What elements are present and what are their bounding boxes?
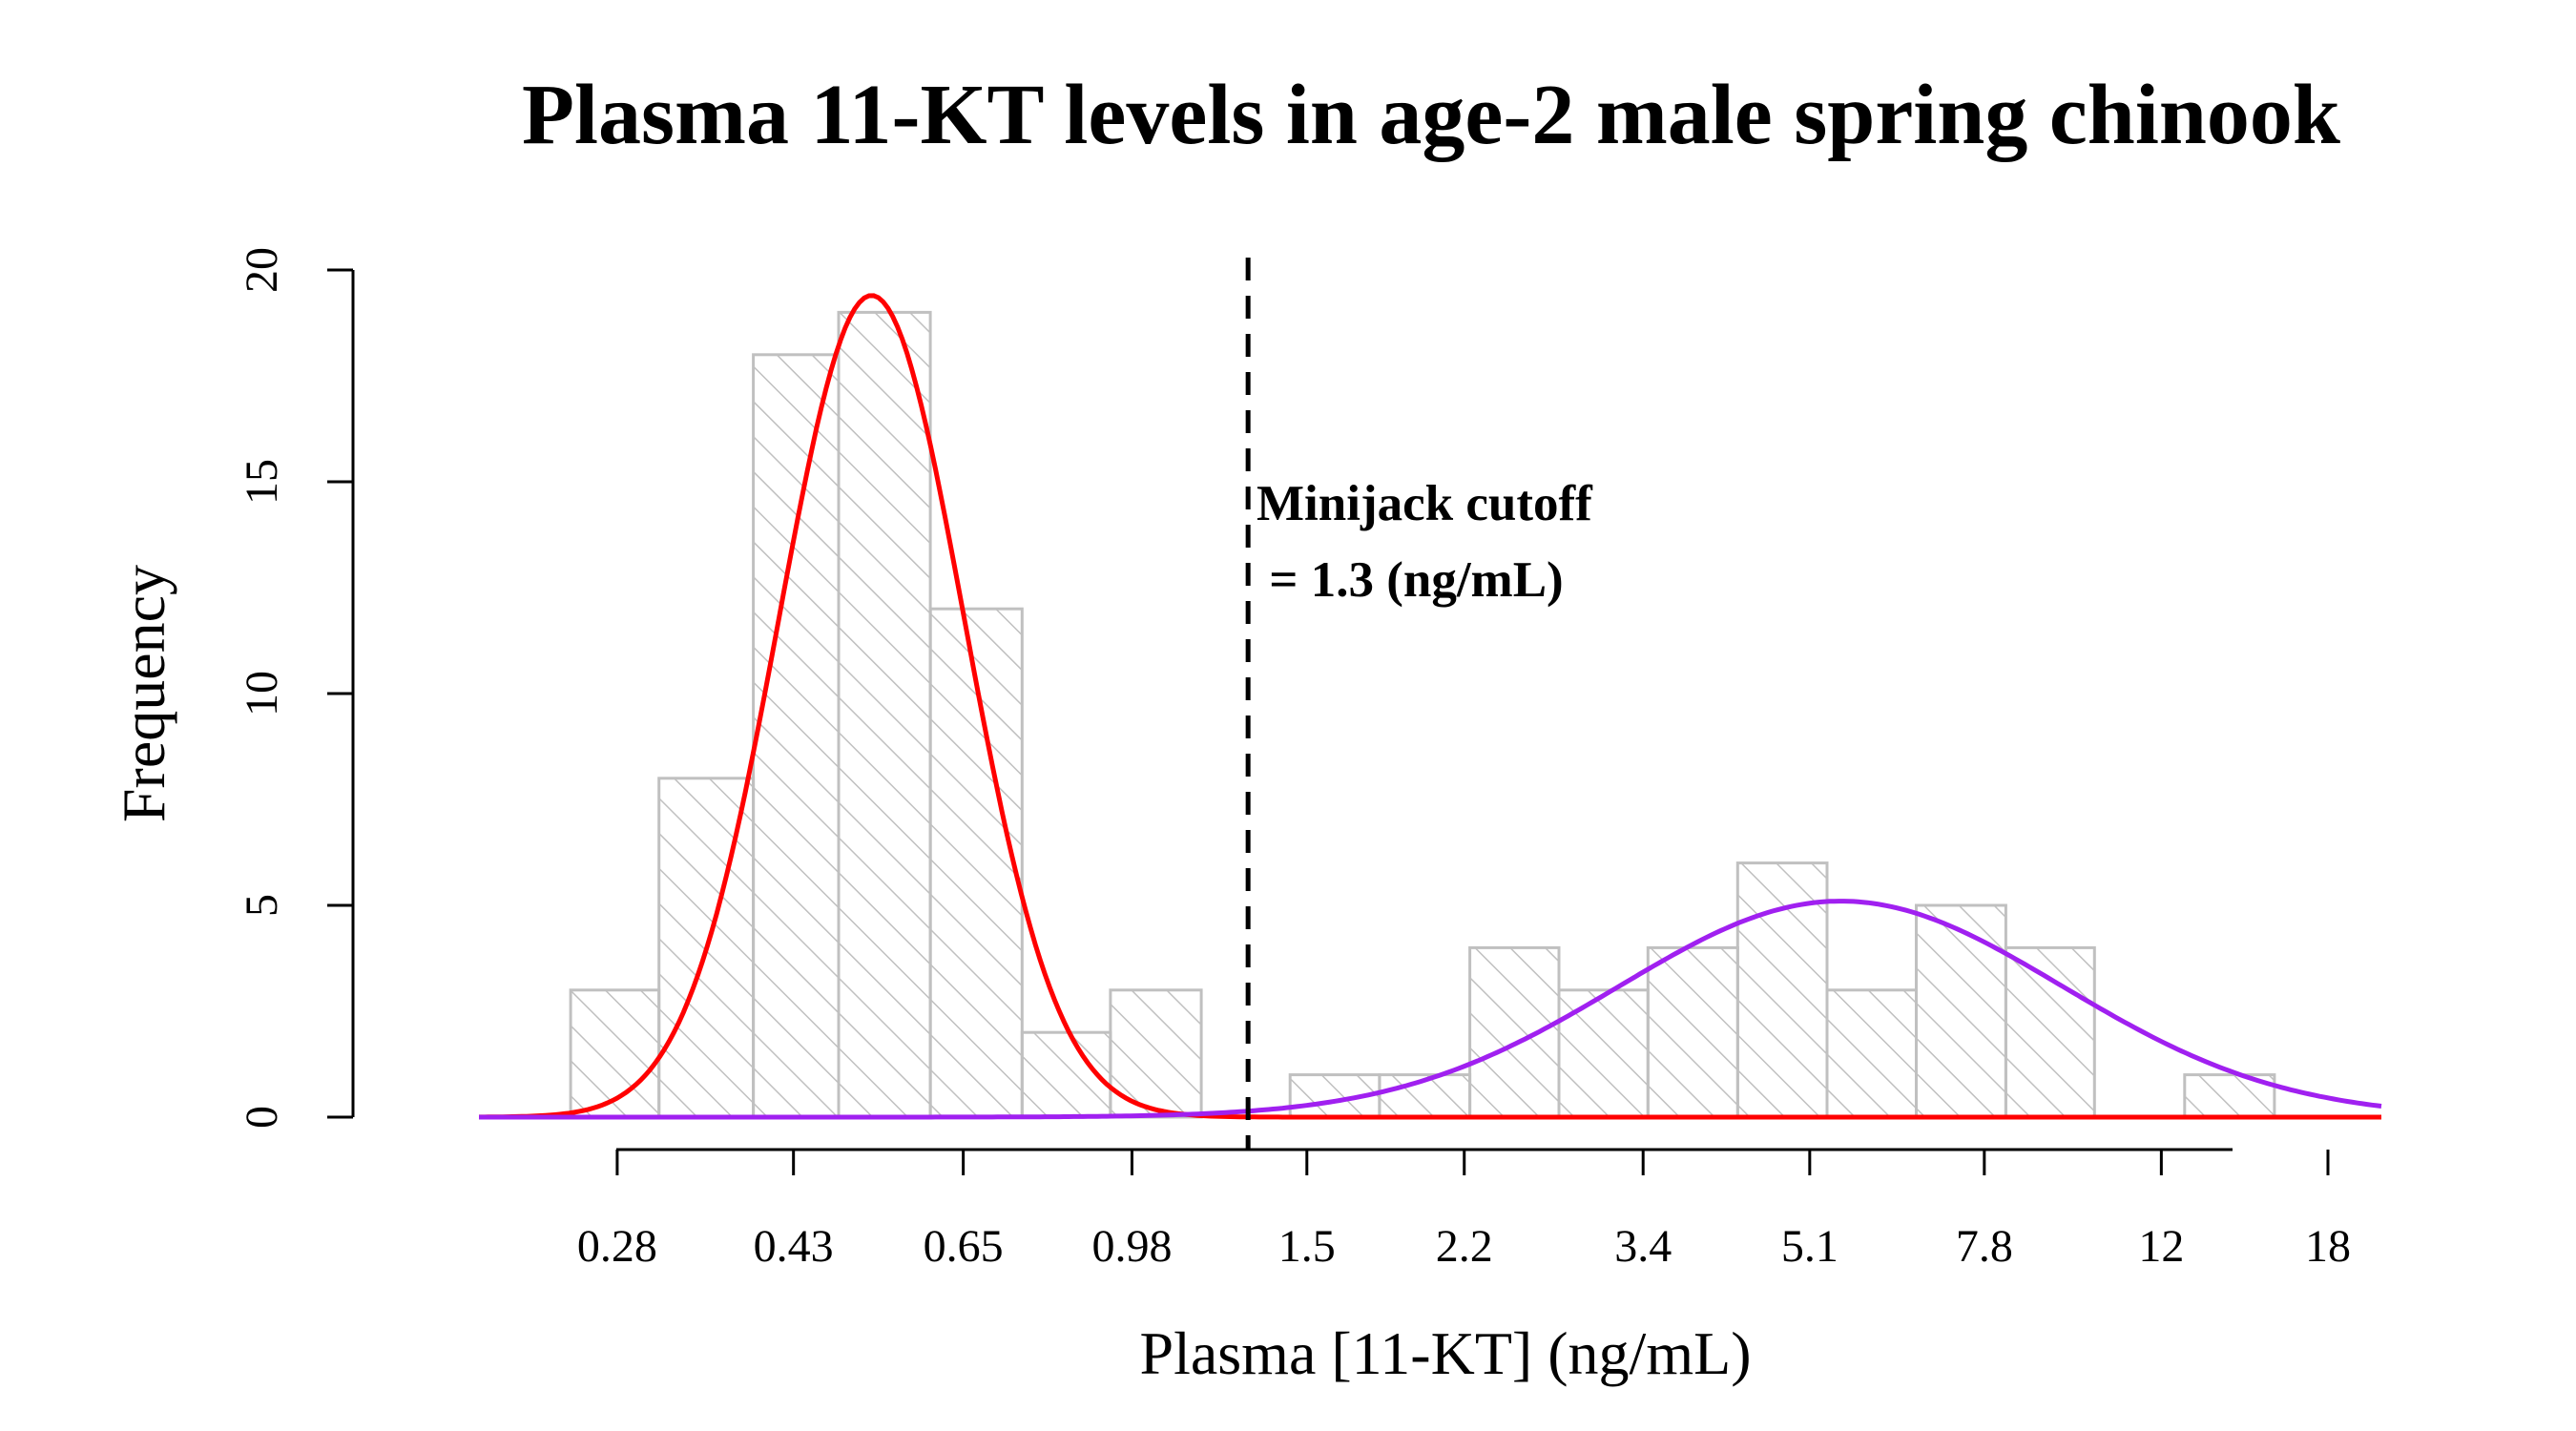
y-tick-label: 10 xyxy=(237,671,287,716)
histogram-bar xyxy=(752,353,841,1119)
density-curve-2 xyxy=(479,899,2382,1120)
x-axis: 0.28 0.43 0.65 0.98 1.5 2.2 3.4 5.1 7.8 12 18 xyxy=(577,1148,2351,1272)
histogram-bar xyxy=(569,988,661,1119)
x-tick-label: 18 xyxy=(2305,1221,2351,1272)
histogram-bar xyxy=(1735,861,1829,1119)
x-tick-label: 0.28 xyxy=(577,1221,657,1272)
histogram-bar xyxy=(1915,903,2007,1119)
density-curves xyxy=(479,293,2382,1120)
histogram-bar xyxy=(1646,945,1739,1119)
cutoff-value-label: = 1.3 (ng/mL) xyxy=(1257,552,1564,608)
x-tick-label: 0.43 xyxy=(754,1221,834,1272)
x-axis-label: Plasma [11-KT] (ng/mL) xyxy=(1139,1319,1751,1387)
cutoff-label: Minijack cutoff xyxy=(1257,476,1593,531)
histogram-bars xyxy=(569,310,2276,1119)
histogram-bar xyxy=(1557,988,1650,1119)
histogram-bar xyxy=(2004,945,2096,1119)
y-tick-label: 5 xyxy=(237,894,287,917)
chart-title: Plasma 11-KT levels in age-2 male spring… xyxy=(522,68,2340,162)
x-tick-label: 3.4 xyxy=(1614,1221,1672,1272)
histogram-bar xyxy=(1468,945,1561,1119)
x-tick-label: 12 xyxy=(2138,1221,2184,1272)
y-axis: 0 5 10 15 20 xyxy=(237,247,355,1129)
y-axis-label: Frequency xyxy=(110,565,177,822)
x-tick-label: 7.8 xyxy=(1956,1221,2013,1272)
density-curve-1 xyxy=(479,293,2381,1120)
x-tick-label: 5.1 xyxy=(1781,1221,1839,1272)
x-tick-label: 0.98 xyxy=(1091,1221,1172,1272)
x-tick-label: 0.65 xyxy=(924,1221,1004,1272)
histogram-bar xyxy=(1825,988,1918,1119)
y-tick-label: 15 xyxy=(237,459,287,505)
x-tick-label: 2.2 xyxy=(1436,1221,1493,1272)
x-tick-label: 1.5 xyxy=(1278,1221,1336,1272)
y-tick-label: 0 xyxy=(237,1106,287,1129)
y-tick-label: 20 xyxy=(237,247,287,293)
histogram-bar xyxy=(837,310,932,1119)
